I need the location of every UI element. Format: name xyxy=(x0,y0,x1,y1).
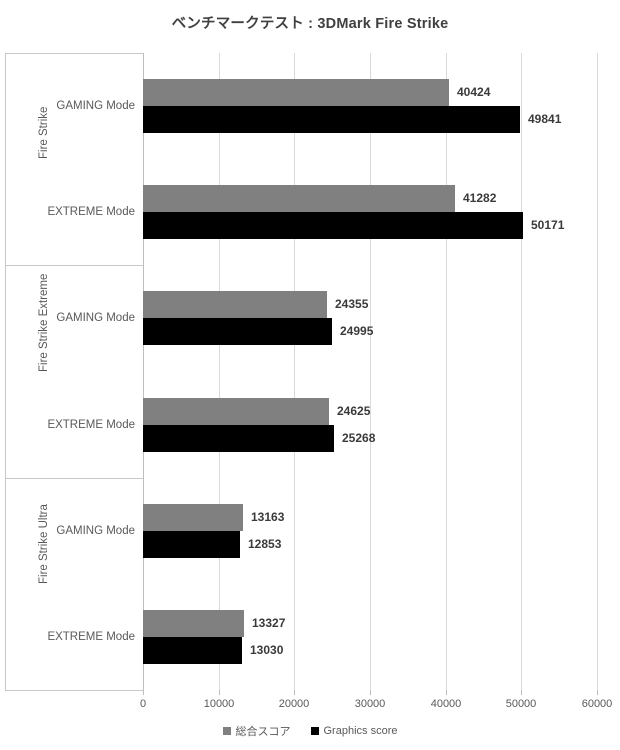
group-separator xyxy=(5,265,143,266)
bar-value-label: 41282 xyxy=(463,191,497,205)
bar-value-label: 13163 xyxy=(251,510,285,524)
x-gridline xyxy=(219,53,220,690)
x-axis-tick xyxy=(521,690,522,695)
category-label: EXTREME Mode xyxy=(47,419,135,431)
legend-swatch-icon xyxy=(222,727,231,735)
x-gridline xyxy=(370,53,371,690)
bar-graphics-score xyxy=(143,106,520,133)
bar-value-label: 12853 xyxy=(248,537,282,551)
x-tick-label: 10000 xyxy=(203,698,235,710)
y-axis-line xyxy=(143,53,144,690)
x-gridline xyxy=(597,53,598,690)
bar-graphics-score xyxy=(143,425,334,452)
legend-item: 総合スコア xyxy=(222,723,291,739)
x-axis-tick xyxy=(219,690,220,695)
x-tick-label: 20000 xyxy=(278,698,310,710)
x-tick-label: 40000 xyxy=(430,698,462,710)
x-tick-label: 30000 xyxy=(354,698,386,710)
chart-legend: 総合スコア Graphics score xyxy=(0,722,620,740)
legend-label: Graphics score xyxy=(323,725,398,737)
label-box-left-border xyxy=(5,53,6,690)
category-label: GAMING Mode xyxy=(56,100,135,112)
x-gridline xyxy=(521,53,522,690)
chart-title: ベンチマークテスト : 3DMark Fire Strike xyxy=(171,16,449,32)
bar-value-label: 24355 xyxy=(335,297,369,311)
x-axis-tick xyxy=(370,690,371,695)
category-label: GAMING Mode xyxy=(56,525,135,537)
legend-label: 総合スコア xyxy=(235,726,291,738)
bar-overall-score xyxy=(143,610,244,637)
bar-overall-score xyxy=(143,185,455,212)
category-label: GAMING Mode xyxy=(56,312,135,324)
bar-graphics-score xyxy=(143,318,332,345)
bar-graphics-score xyxy=(143,531,240,558)
bar-overall-score xyxy=(143,504,243,531)
label-box-bottom-border xyxy=(5,690,143,691)
category-label: EXTREME Mode xyxy=(47,631,135,643)
x-gridline xyxy=(446,53,447,690)
x-axis-tick xyxy=(446,690,447,695)
x-tick-label: 50000 xyxy=(505,698,537,710)
x-gridline xyxy=(294,53,295,690)
group-separator xyxy=(5,478,143,479)
x-axis-tick xyxy=(294,690,295,695)
bar-overall-score xyxy=(143,79,449,106)
legend-item: Graphics score xyxy=(310,725,398,737)
category-label: EXTREME Mode xyxy=(47,206,135,218)
bar-overall-score xyxy=(143,291,327,318)
bar-value-label: 49841 xyxy=(528,112,562,126)
bar-value-label: 40424 xyxy=(457,85,491,99)
x-axis-tick xyxy=(143,690,144,695)
x-axis-tick xyxy=(597,690,598,695)
label-box-top-border xyxy=(5,53,143,54)
x-tick-label: 60000 xyxy=(581,698,613,710)
x-tick-label: 0 xyxy=(139,698,147,710)
bar-value-label: 25268 xyxy=(342,431,376,445)
bar-graphics-score xyxy=(143,212,523,239)
legend-swatch-icon xyxy=(310,727,319,735)
bar-overall-score xyxy=(143,398,329,425)
bar-value-label: 13327 xyxy=(252,616,286,630)
bar-graphics-score xyxy=(143,637,242,664)
bar-value-label: 24995 xyxy=(340,324,374,338)
bar-value-label: 50171 xyxy=(531,218,565,232)
bar-value-label: 13030 xyxy=(250,643,284,657)
bar-value-label: 24625 xyxy=(337,404,371,418)
